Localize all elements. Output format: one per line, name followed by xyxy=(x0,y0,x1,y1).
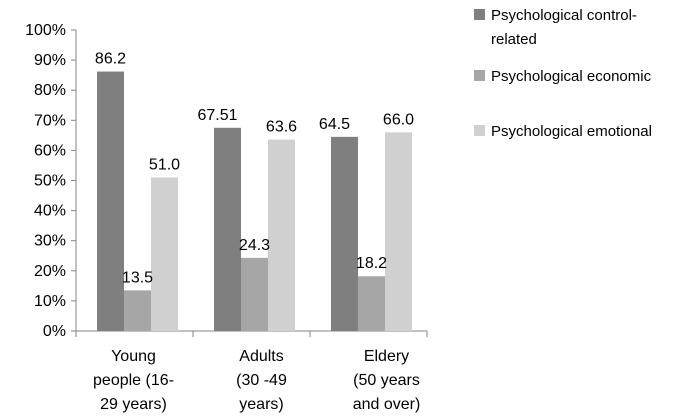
legend-swatch xyxy=(474,70,485,81)
category-labels: Young people (16-29 years) Adults (30 -49 ye… xyxy=(93,348,420,413)
bar xyxy=(124,290,151,331)
data-labels: 86.2 67.51 64.5 13.5 24.3 18.2 51.0 63.6 66.0 xyxy=(95,51,414,287)
y-tick-label: 70% xyxy=(34,112,66,129)
y-tick-label: 100% xyxy=(25,22,66,39)
category-label: Eldery (50 years and over) xyxy=(353,348,421,413)
data-label: 66.0 xyxy=(383,111,414,128)
data-label: 18.2 xyxy=(356,255,387,272)
y-axis-ticks: 0% 10% 20% 30% 40% 50% 60% 70% 80% 90% 100% xyxy=(25,22,76,340)
bar xyxy=(214,127,241,332)
legend-label: Psychological control-related xyxy=(491,7,637,48)
bar xyxy=(268,139,295,331)
data-label: 64.5 xyxy=(319,116,350,133)
bar xyxy=(331,136,358,331)
legend-label: Psychological economic xyxy=(491,68,652,85)
y-tick-label: 50% xyxy=(34,173,66,190)
y-tick-label: 40% xyxy=(34,203,66,220)
bar xyxy=(97,71,124,332)
category-label: Young people (16-29 years) xyxy=(93,348,174,413)
bar xyxy=(241,257,268,331)
bars xyxy=(97,71,412,332)
y-tick-label: 10% xyxy=(34,293,66,310)
legend-swatch xyxy=(474,125,485,136)
y-tick-label: 60% xyxy=(34,142,66,159)
legend-label: Psychological emotional xyxy=(491,123,652,140)
y-tick-label: 20% xyxy=(34,263,66,280)
bar xyxy=(358,276,385,331)
y-tick-label: 80% xyxy=(34,82,66,99)
data-label: 63.6 xyxy=(266,119,297,136)
y-tick-label: 0% xyxy=(43,323,66,340)
data-label: 86.2 xyxy=(95,51,126,68)
y-tick-label: 90% xyxy=(34,52,66,69)
bar xyxy=(385,132,412,331)
data-label: 24.3 xyxy=(239,237,270,254)
data-label: 13.5 xyxy=(122,269,153,286)
legend: Psychological control-related Psychologic… xyxy=(474,7,652,140)
data-label: 67.51 xyxy=(197,107,237,124)
data-label: 51.0 xyxy=(149,156,180,173)
category-label: Adults (30 -49 years) xyxy=(236,348,287,413)
legend-swatch xyxy=(474,9,485,20)
bar xyxy=(151,177,178,331)
y-tick-label: 30% xyxy=(34,233,66,250)
